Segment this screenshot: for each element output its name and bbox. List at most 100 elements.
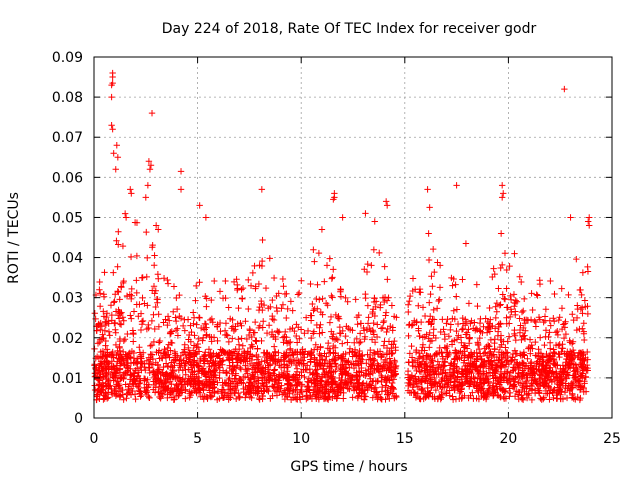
data-point bbox=[449, 393, 456, 400]
data-point bbox=[404, 371, 412, 379]
data-point bbox=[525, 390, 532, 397]
data-point bbox=[283, 368, 291, 375]
y-tick-label: 0.01 bbox=[52, 371, 83, 387]
data-point bbox=[349, 373, 356, 381]
data-point bbox=[136, 390, 143, 397]
data-point bbox=[520, 307, 527, 315]
data-point bbox=[213, 396, 221, 403]
data-point bbox=[177, 168, 185, 175]
data-point bbox=[498, 182, 506, 189]
data-point bbox=[532, 323, 540, 330]
data-point bbox=[535, 314, 543, 321]
data-point bbox=[107, 370, 114, 378]
data-point bbox=[586, 214, 593, 221]
data-point bbox=[91, 345, 98, 353]
data-point bbox=[542, 327, 550, 334]
data-point bbox=[304, 383, 312, 391]
data-point bbox=[177, 352, 185, 359]
data-point bbox=[528, 380, 535, 387]
data-point bbox=[352, 361, 360, 368]
data-point bbox=[329, 356, 337, 363]
data-point bbox=[506, 262, 513, 270]
data-point bbox=[515, 388, 522, 396]
data-point bbox=[127, 312, 134, 319]
data-point bbox=[235, 389, 242, 397]
data-point bbox=[556, 381, 563, 388]
data-point bbox=[321, 371, 328, 379]
data-point bbox=[147, 351, 154, 358]
data-point bbox=[131, 391, 139, 398]
data-point bbox=[340, 395, 347, 402]
data-point bbox=[560, 334, 568, 342]
data-point bbox=[157, 349, 165, 357]
data-point bbox=[364, 302, 372, 309]
data-point bbox=[357, 338, 364, 346]
data-point bbox=[109, 350, 116, 358]
data-point bbox=[187, 352, 194, 359]
data-point bbox=[139, 294, 146, 302]
data-point bbox=[498, 361, 505, 369]
data-point bbox=[458, 395, 465, 402]
data-point bbox=[302, 314, 310, 321]
data-point bbox=[102, 321, 109, 329]
data-point bbox=[550, 373, 557, 380]
data-point bbox=[280, 283, 287, 290]
data-point bbox=[390, 341, 397, 348]
data-point bbox=[553, 374, 560, 381]
data-point bbox=[156, 337, 164, 345]
data-point bbox=[335, 313, 342, 320]
data-point bbox=[273, 307, 281, 315]
data-point bbox=[516, 315, 523, 322]
data-point bbox=[575, 377, 582, 384]
data-point bbox=[359, 380, 366, 388]
data-point bbox=[349, 394, 356, 401]
data-point bbox=[142, 194, 149, 201]
data-point bbox=[473, 349, 480, 356]
data-point bbox=[173, 305, 181, 313]
data-point bbox=[164, 313, 172, 320]
data-point bbox=[222, 277, 229, 285]
data-point bbox=[244, 370, 251, 377]
data-point bbox=[96, 338, 103, 346]
data-point bbox=[584, 364, 591, 372]
data-point bbox=[172, 317, 180, 325]
x-tick-label: 20 bbox=[499, 431, 517, 447]
data-point bbox=[266, 255, 273, 262]
data-point bbox=[580, 328, 587, 335]
data-point bbox=[496, 343, 504, 351]
data-point bbox=[132, 395, 139, 403]
data-point bbox=[191, 387, 198, 394]
data-point bbox=[557, 373, 564, 380]
data-point bbox=[374, 377, 382, 385]
data-point bbox=[383, 328, 390, 336]
data-point bbox=[265, 373, 272, 380]
data-point bbox=[476, 327, 484, 334]
data-point bbox=[310, 383, 318, 390]
data-point bbox=[570, 395, 577, 402]
data-point bbox=[491, 325, 499, 332]
data-point bbox=[576, 286, 584, 294]
data-point bbox=[127, 186, 134, 193]
data-point bbox=[133, 252, 141, 260]
data-point bbox=[482, 315, 489, 322]
data-point bbox=[115, 306, 122, 314]
data-point bbox=[127, 391, 135, 398]
data-point bbox=[240, 348, 248, 355]
data-point bbox=[563, 355, 570, 363]
data-point bbox=[451, 382, 458, 389]
data-point bbox=[493, 308, 500, 315]
data-point bbox=[241, 352, 248, 359]
data-point bbox=[370, 349, 378, 356]
data-point bbox=[167, 339, 175, 346]
data-point bbox=[449, 365, 457, 372]
data-point bbox=[335, 354, 342, 361]
data-point bbox=[581, 378, 588, 385]
data-point bbox=[120, 396, 127, 403]
data-point bbox=[283, 337, 290, 345]
data-point bbox=[127, 253, 135, 261]
data-point bbox=[502, 344, 509, 351]
data-point bbox=[514, 360, 521, 368]
data-point bbox=[164, 276, 171, 284]
data-point bbox=[582, 303, 589, 311]
data-point bbox=[447, 321, 455, 328]
